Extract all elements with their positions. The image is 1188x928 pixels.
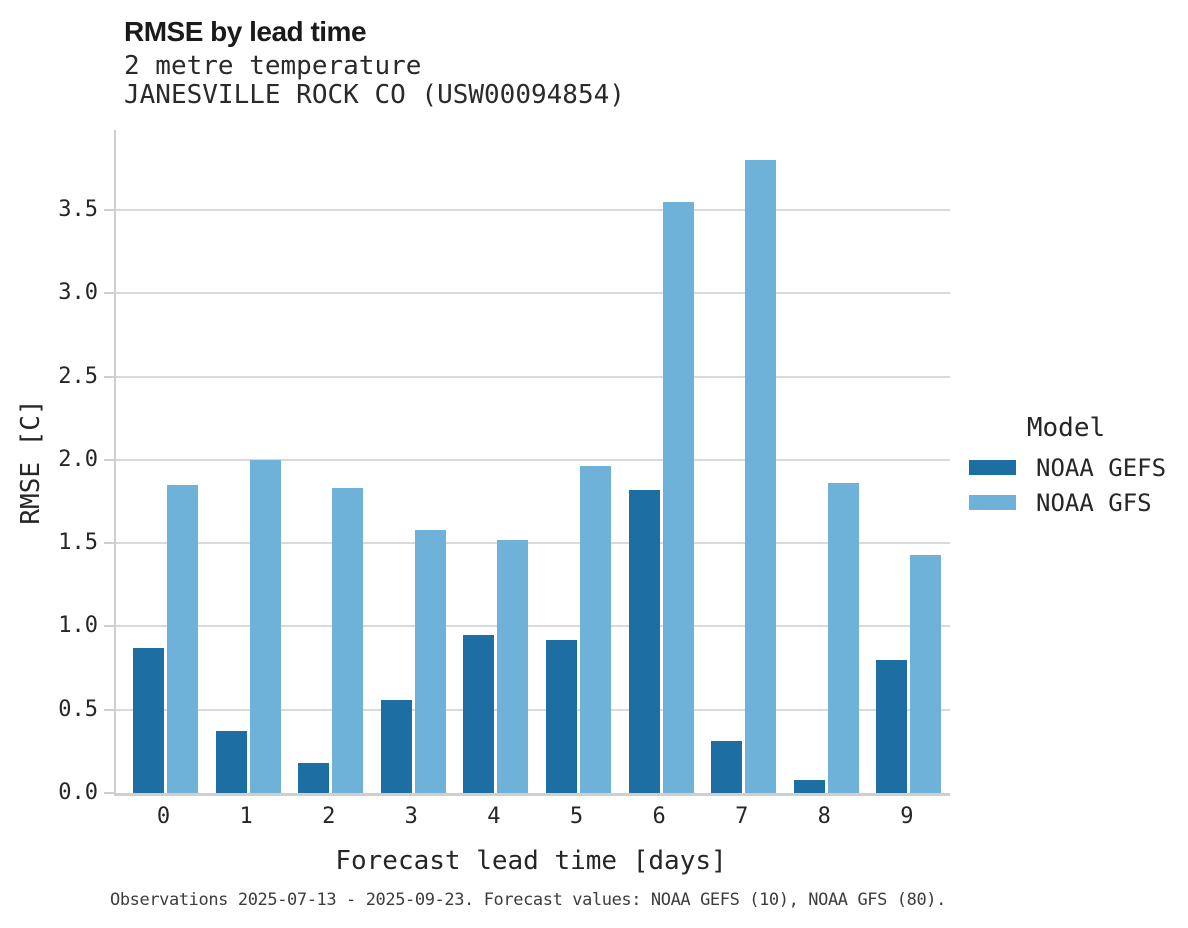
bar-noaa-gfs-day6 xyxy=(663,202,694,793)
y-tick-label: 3.0 xyxy=(58,280,98,306)
bar-noaa-gfs-day4 xyxy=(497,540,528,793)
y-tick-mark xyxy=(104,292,114,295)
x-tick-label: 6 xyxy=(652,804,666,829)
x-axis-label: Forecast lead time [days] xyxy=(335,846,727,876)
x-tick-label: 5 xyxy=(569,804,584,829)
x-tick-label: 9 xyxy=(900,804,914,829)
bar-noaa-gefs-day9 xyxy=(876,660,907,793)
gridline xyxy=(116,208,950,211)
legend-item: NOAA GFS xyxy=(960,485,1166,520)
gridline xyxy=(116,625,950,628)
legend-items: NOAA GEFS NOAA GFS xyxy=(960,450,1166,520)
x-tick-label: 1 xyxy=(239,804,253,829)
bar-noaa-gfs-day9 xyxy=(910,555,941,793)
chart-subtitle: 2 metre temperature JANESVILLE ROCK CO (… xyxy=(124,52,625,110)
y-tick-label: 3.5 xyxy=(58,196,98,222)
bar-noaa-gefs-day8 xyxy=(794,780,825,793)
bar-noaa-gefs-day5 xyxy=(546,640,577,793)
x-tick-label: 0 xyxy=(156,804,171,829)
gridline xyxy=(116,542,950,545)
gridline xyxy=(116,375,950,378)
gridline xyxy=(116,458,950,461)
footer-caption: Observations 2025-07-13 - 2025-09-23. Fo… xyxy=(110,890,946,910)
subtitle-station: JANESVILLE ROCK CO (USW00094854) xyxy=(124,80,625,110)
y-tick-label: 0.5 xyxy=(58,696,98,722)
legend-label: NOAA GFS xyxy=(1036,488,1152,517)
y-tick-label: 1.0 xyxy=(58,613,98,639)
x-tick-label: 7 xyxy=(735,804,749,829)
bar-noaa-gefs-day1 xyxy=(216,731,247,793)
y-tick-label: 0.0 xyxy=(58,780,98,805)
legend-item: NOAA GEFS xyxy=(960,450,1166,485)
bar-noaa-gefs-day7 xyxy=(711,741,742,793)
legend-swatch-icon xyxy=(969,495,1016,510)
x-tick-label: 4 xyxy=(487,804,501,829)
y-tick-mark xyxy=(104,792,114,794)
y-tick-mark xyxy=(104,708,114,711)
bar-noaa-gfs-day3 xyxy=(415,530,446,793)
plot-area xyxy=(104,130,950,796)
legend-title: Model xyxy=(1026,413,1106,443)
bar-noaa-gfs-day5 xyxy=(580,466,611,793)
x-tick-label: 8 xyxy=(817,804,831,829)
bar-noaa-gefs-day0 xyxy=(133,648,164,793)
gridline xyxy=(116,292,950,295)
x-tick-label: 3 xyxy=(404,804,418,829)
y-tick-mark xyxy=(104,375,114,378)
y-tick-label: 2.0 xyxy=(58,446,98,472)
gridline xyxy=(116,708,950,711)
y-tick-mark xyxy=(104,625,114,628)
y-tick-label: 1.5 xyxy=(58,530,98,556)
legend-label: NOAA GEFS xyxy=(1036,453,1167,482)
bar-noaa-gefs-day2 xyxy=(298,763,329,793)
chart-title: RMSE by lead time xyxy=(124,16,367,47)
legend-swatch-icon xyxy=(969,460,1016,475)
y-tick-label: 2.5 xyxy=(58,363,98,389)
bar-noaa-gfs-day2 xyxy=(332,488,363,793)
bar-noaa-gfs-day8 xyxy=(828,483,859,793)
bar-noaa-gfs-day0 xyxy=(167,485,198,793)
y-tick-mark xyxy=(104,542,114,545)
y-tick-mark xyxy=(104,458,114,461)
x-tick-label: 2 xyxy=(322,804,336,829)
bar-noaa-gfs-day7 xyxy=(745,160,776,793)
bar-noaa-gfs-day1 xyxy=(250,460,281,793)
y-tick-mark xyxy=(104,208,114,211)
bar-noaa-gefs-day4 xyxy=(463,635,494,793)
bar-noaa-gefs-day6 xyxy=(629,490,660,793)
bar-noaa-gefs-day3 xyxy=(381,700,412,793)
subtitle-variable: 2 metre temperature xyxy=(124,51,422,81)
